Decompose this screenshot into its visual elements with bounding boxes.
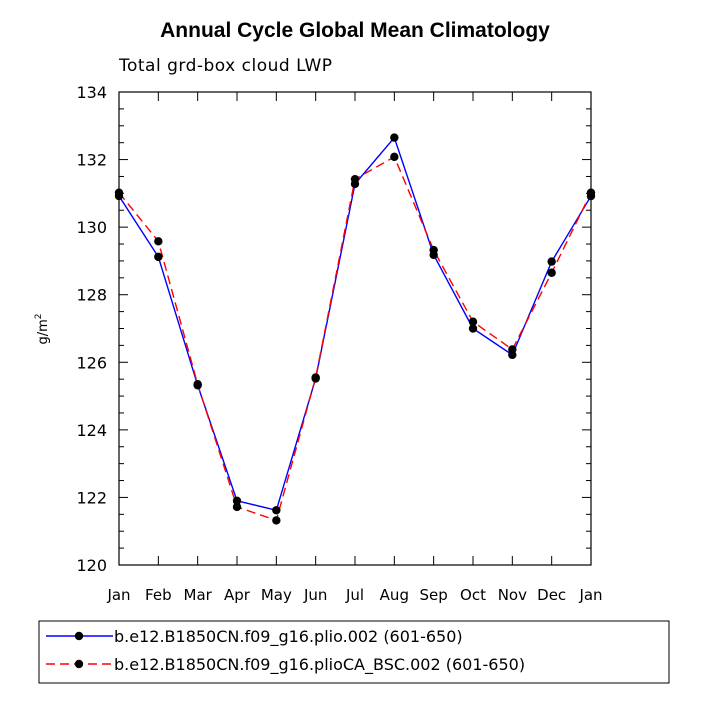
y-tick-label: 134 <box>76 83 107 102</box>
legend: b.e12.B1850CN.f09_g16.plio.002 (601-650)… <box>38 620 670 684</box>
series-1-point <box>154 252 163 262</box>
series-2-point <box>350 174 360 184</box>
chart-subtitle: Total grd-box cloud LWP <box>118 56 333 76</box>
series-2-point <box>193 380 202 389</box>
x-tick-label: Mar <box>184 586 213 604</box>
svg-text:g/m2: g/m2 <box>34 313 51 344</box>
y-tick-label: 132 <box>76 151 107 170</box>
x-tick-label: Nov <box>498 586 527 604</box>
series-line-2 <box>118 155 592 522</box>
series-2-point <box>547 268 556 277</box>
series-2-point <box>154 237 163 246</box>
y-tick-label: 120 <box>76 556 107 575</box>
series-2-point <box>390 152 399 162</box>
x-tick-label: Dec <box>537 586 566 604</box>
series-2-point <box>508 345 517 354</box>
legend-label-2: b.e12.B1850CN.f09_g16.plioCA_BSC.002 (60… <box>114 655 525 675</box>
series-2-point <box>429 245 438 255</box>
series-2-point <box>272 516 281 525</box>
x-tick-label: Oct <box>460 586 486 604</box>
series-2-point <box>468 317 478 326</box>
legend-marker-2 <box>74 659 84 669</box>
x-tick-label: Apr <box>224 586 251 604</box>
series-line-1 <box>118 136 592 512</box>
x-tick-label: Sep <box>420 586 448 604</box>
series-1-point <box>547 257 556 266</box>
series-1-point <box>272 506 281 515</box>
x-tick-label: Jun <box>303 586 327 604</box>
plot-frame <box>118 91 592 566</box>
y-tick-label: 128 <box>76 286 107 305</box>
legend-marker-1 <box>74 631 84 641</box>
axis-ticks <box>118 91 592 566</box>
x-tick-label: Jan <box>578 586 602 604</box>
x-tick-label: Feb <box>145 586 172 604</box>
x-tick-label: Aug <box>380 586 409 604</box>
y-axis-label-text: g/m <box>36 319 51 344</box>
legend-label-1: b.e12.B1850CN.f09_g16.plio.002 (601-650) <box>114 627 463 647</box>
chart-title: Annual Cycle Global Mean Climatology <box>160 19 550 42</box>
x-tick-label: Jul <box>345 586 364 604</box>
series-1-point <box>468 324 478 333</box>
series-2-point <box>232 502 242 512</box>
series-2-point <box>311 373 320 382</box>
x-tick-label: May <box>261 586 292 604</box>
y-axis-label: g/m2 <box>34 313 51 344</box>
series-1-point <box>390 133 399 142</box>
y-tick-label: 122 <box>76 488 107 507</box>
legend-box <box>38 620 670 684</box>
series-layer <box>114 133 596 525</box>
x-tick-label: Jan <box>106 586 130 604</box>
y-tick-labels: 120 122 124 126 128 130 132 134 <box>76 83 107 575</box>
x-tick-labels: Jan Feb Mar Apr May Jun Jul Aug Sep Oct Nov Dec Jan <box>106 586 602 604</box>
y-tick-label: 124 <box>76 421 107 440</box>
y-tick-label: 130 <box>76 218 107 237</box>
series-1-point <box>232 496 242 506</box>
y-axis-label-superscript: 2 <box>34 313 44 319</box>
y-tick-label: 126 <box>76 353 107 372</box>
